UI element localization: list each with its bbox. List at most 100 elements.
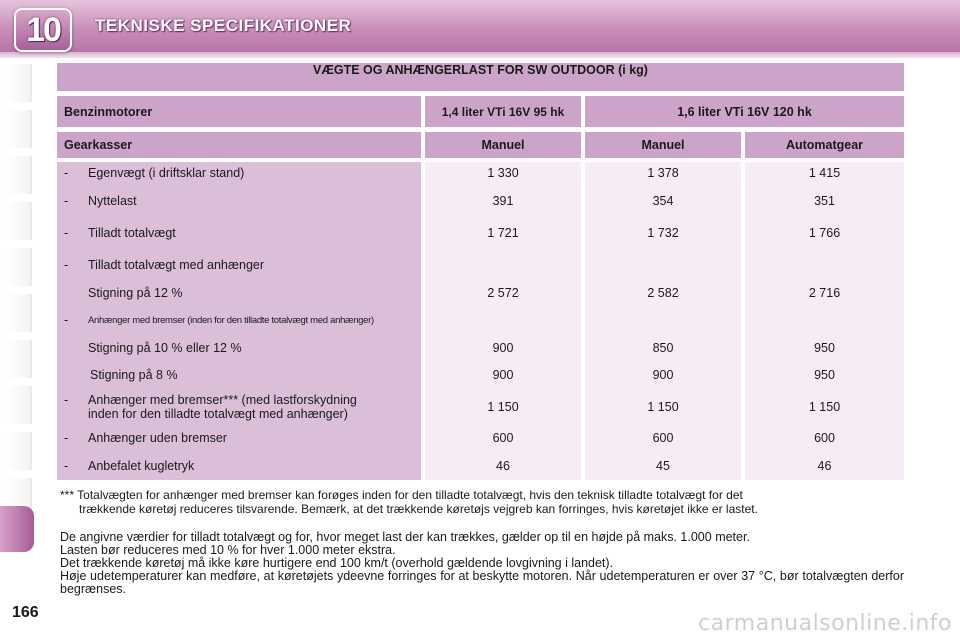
row-value: 1 415 [808, 166, 841, 180]
row-value: 1 721 [487, 226, 519, 240]
table-row: - Tilladt totalvægt med anhænger [57, 254, 904, 276]
row-label-text: Anhænger uden bremser [88, 431, 227, 445]
row-value: 900 [652, 368, 674, 382]
chapter-tab[interactable] [6, 110, 32, 148]
footnote-text-continued: trækkende køretøj reduceres tilsvarende.… [79, 502, 758, 516]
row-label: Stigning på 10 % eller 12 % [88, 341, 242, 355]
row-value: 45 [656, 459, 670, 473]
row-label-text: Egenvægt (i driftsklar stand) [88, 166, 245, 180]
row-label: - Nyttelast [57, 190, 421, 212]
gearbox-3-header: Automatgear [745, 132, 904, 158]
row-value: 1 766 [808, 226, 841, 240]
table-row: - Tilladt totalvægt 1 721 1 732 1 766 [57, 222, 904, 244]
chapter-tabs [0, 64, 34, 534]
table-title-text: VÆGTE OG ANHÆNGERLAST FOR SW OUTDOOR (i … [313, 63, 648, 77]
row-value: 600 [814, 431, 835, 445]
row-dash: - [64, 459, 69, 473]
table-row: Stigning på 8 % 900 900 950 [57, 364, 904, 386]
chapter-tab[interactable] [6, 432, 32, 470]
row-value: 950 [814, 341, 835, 355]
row-dash: - [64, 258, 69, 272]
row-label-text: Anhænger med bremser*** (med lastforskyd… [88, 393, 357, 421]
row-value: 850 [652, 341, 674, 355]
row-value: 900 [492, 341, 514, 355]
chapter-tab[interactable] [6, 386, 32, 424]
label-column-bg [57, 162, 421, 480]
row-value: 600 [652, 431, 674, 445]
table-row: Stigning på 12 % 2 572 2 582 2 716 [57, 282, 904, 304]
note-paragraph: Det trækkende køretøj må ikke køre hurti… [60, 556, 614, 570]
row-label: - Anbefalet kugletryk [57, 455, 421, 477]
table-row: - Nyttelast 391 354 351 [57, 190, 904, 212]
table-title: VÆGTE OG ANHÆNGERLAST FOR SW OUTDOOR (i … [57, 63, 904, 91]
row-label-line: Anhænger med bremser*** (med lastforskyd… [88, 393, 357, 407]
row-label-text: Nyttelast [88, 194, 137, 208]
row-value: 46 [496, 459, 510, 473]
notes: De angivne værdier for tilladt totalvægt… [60, 531, 904, 596]
row-value: 600 [492, 431, 514, 445]
gearbox-2-header: Manuel [585, 132, 741, 158]
row-dash: - [64, 166, 69, 180]
row-value: 900 [492, 368, 514, 382]
note-paragraph: Høje udetemperaturer kan medføre, at kør… [60, 569, 904, 596]
row-value: 354 [652, 194, 674, 208]
chapter-tab[interactable] [6, 64, 32, 102]
chapter-tab[interactable] [6, 156, 32, 194]
row-label: - Anhænger med bremser (inden for den til… [57, 309, 421, 331]
footnote-line: *** Totalvægten for anhænger med bremser… [60, 488, 743, 502]
row-value: 950 [814, 368, 835, 382]
row-label: - Tilladt totalvægt [57, 222, 421, 244]
chapter-tab[interactable] [6, 340, 32, 378]
chapter-header [0, 0, 960, 52]
chapter-tab[interactable] [6, 294, 32, 332]
engine-1-header: 1,4 liter VTi 16V 95 hk [425, 96, 581, 127]
row-label: - Anhænger uden bremser [57, 427, 421, 449]
engine-label: Benzinmotorer [57, 96, 421, 127]
table-row: - Anbefalet kugletryk 46 45 46 [57, 455, 904, 477]
note-paragraph: Lasten bør reduceres med 10 % for hver 1… [60, 543, 396, 557]
table-row: - Anhænger uden bremser 600 600 600 [57, 427, 904, 449]
row-value: 391 [492, 194, 514, 208]
footnote: *** Totalvægten for anhænger med bremser… [60, 488, 904, 516]
chapter-tab[interactable] [6, 248, 32, 286]
chapter-tab[interactable] [6, 202, 32, 240]
table-row: - Anhænger med bremser (inden for den til… [57, 309, 904, 331]
page-number: 166 [12, 604, 39, 621]
value-column-1-bg [425, 162, 581, 480]
table-row: - Anhænger med bremser*** (med lastforsk… [57, 390, 904, 424]
value-column-3-bg [745, 162, 904, 480]
row-dash: - [64, 313, 69, 327]
row-label: - Tilladt totalvægt med anhænger [57, 254, 421, 276]
row-value: 46 [817, 459, 832, 473]
row-value: 2 582 [647, 286, 679, 300]
chapter-tab-active[interactable] [0, 506, 34, 552]
row-value: 2 572 [487, 286, 519, 300]
watermark: carmanualsonline.info [698, 611, 952, 636]
row-label-text: Tilladt totalvægt [88, 226, 176, 240]
row-value: 1 732 [647, 226, 679, 240]
footnote-marker: *** [60, 488, 75, 502]
row-value: 1 150 [808, 400, 841, 414]
engine-row: Benzinmotorer 1,4 liter VTi 16V 95 hk 1,… [57, 96, 904, 127]
table-row: Stigning på 10 % eller 12 % 900 850 950 [57, 337, 904, 359]
header-strip [0, 52, 960, 58]
row-label: Stigning på 8 % [90, 368, 178, 382]
chapter-title: TEKNISKE SPECIFIKATIONER [95, 16, 352, 35]
row-value: 1 330 [487, 166, 519, 180]
row-dash: - [64, 226, 69, 240]
row-label-line: inden for den tilladte totalvægt med anh… [88, 407, 348, 421]
row-label: - Anhænger med bremser*** (med lastforsk… [57, 390, 421, 424]
table-row: - Egenvægt (i driftsklar stand) 1 330 1 3… [57, 162, 904, 184]
chapter-number-badge: 10 [14, 8, 72, 52]
row-dash: - [64, 194, 69, 208]
row-label: - Egenvægt (i driftsklar stand) [57, 162, 421, 184]
row-value: 2 716 [808, 286, 841, 300]
row-label-text: Tilladt totalvægt med anhænger [88, 258, 265, 272]
row-value: 351 [814, 194, 835, 208]
value-column-2-bg [585, 162, 741, 480]
row-label: Stigning på 12 % [88, 286, 183, 300]
row-label-text: Anbefalet kugletryk [88, 459, 195, 473]
engine-2-header: 1,6 liter VTi 16V 120 hk [585, 96, 904, 127]
note-paragraph: De angivne værdier for tilladt totalvægt… [60, 530, 750, 544]
footnote-text: Totalvægten for anhænger med bremser kan… [77, 488, 743, 502]
